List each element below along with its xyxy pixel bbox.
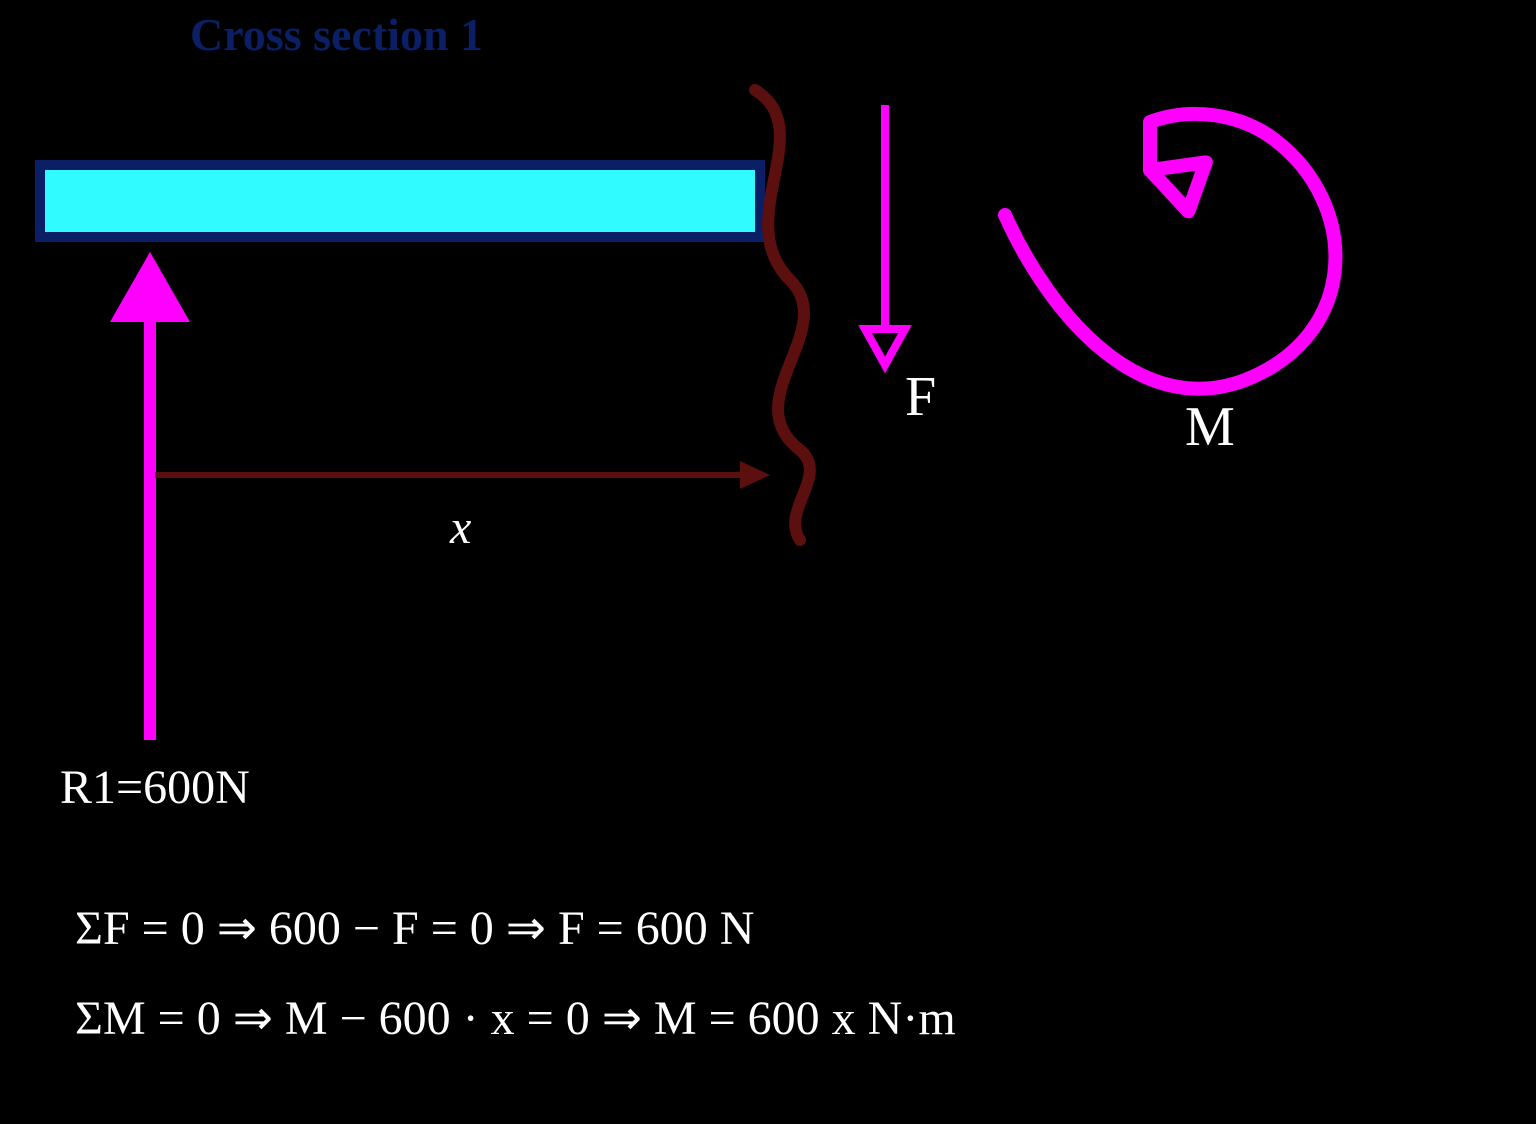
shear-arrow xyxy=(865,105,905,365)
reaction-arrow-head xyxy=(110,252,190,322)
x-arrow xyxy=(155,461,770,489)
moment-label: M xyxy=(1185,395,1235,459)
calc-line-1: ΣF = 0 ⇒ 600 − F = 0 ⇒ F = 600 N xyxy=(75,900,754,956)
reaction-label: R1=600N xyxy=(60,760,250,815)
calc-line-2: ΣM = 0 ⇒ M − 600 · x = 0 ⇒ M = 600 x N·m xyxy=(75,990,956,1046)
beam-rect xyxy=(40,165,760,237)
shear-arrow-head xyxy=(865,329,905,365)
x-arrow-head xyxy=(740,461,770,489)
moment-arrow-path xyxy=(1005,114,1335,389)
diagram-stage: Cross section 1 R1=600N x F M ΣF = xyxy=(0,0,1536,1124)
x-label: x xyxy=(450,500,471,555)
moment-arrow xyxy=(1005,114,1335,389)
shear-label: F xyxy=(905,365,936,429)
moment-arrow-head xyxy=(1150,162,1206,211)
reaction-arrow xyxy=(110,252,190,740)
reaction-arrow-shaft xyxy=(144,320,156,740)
